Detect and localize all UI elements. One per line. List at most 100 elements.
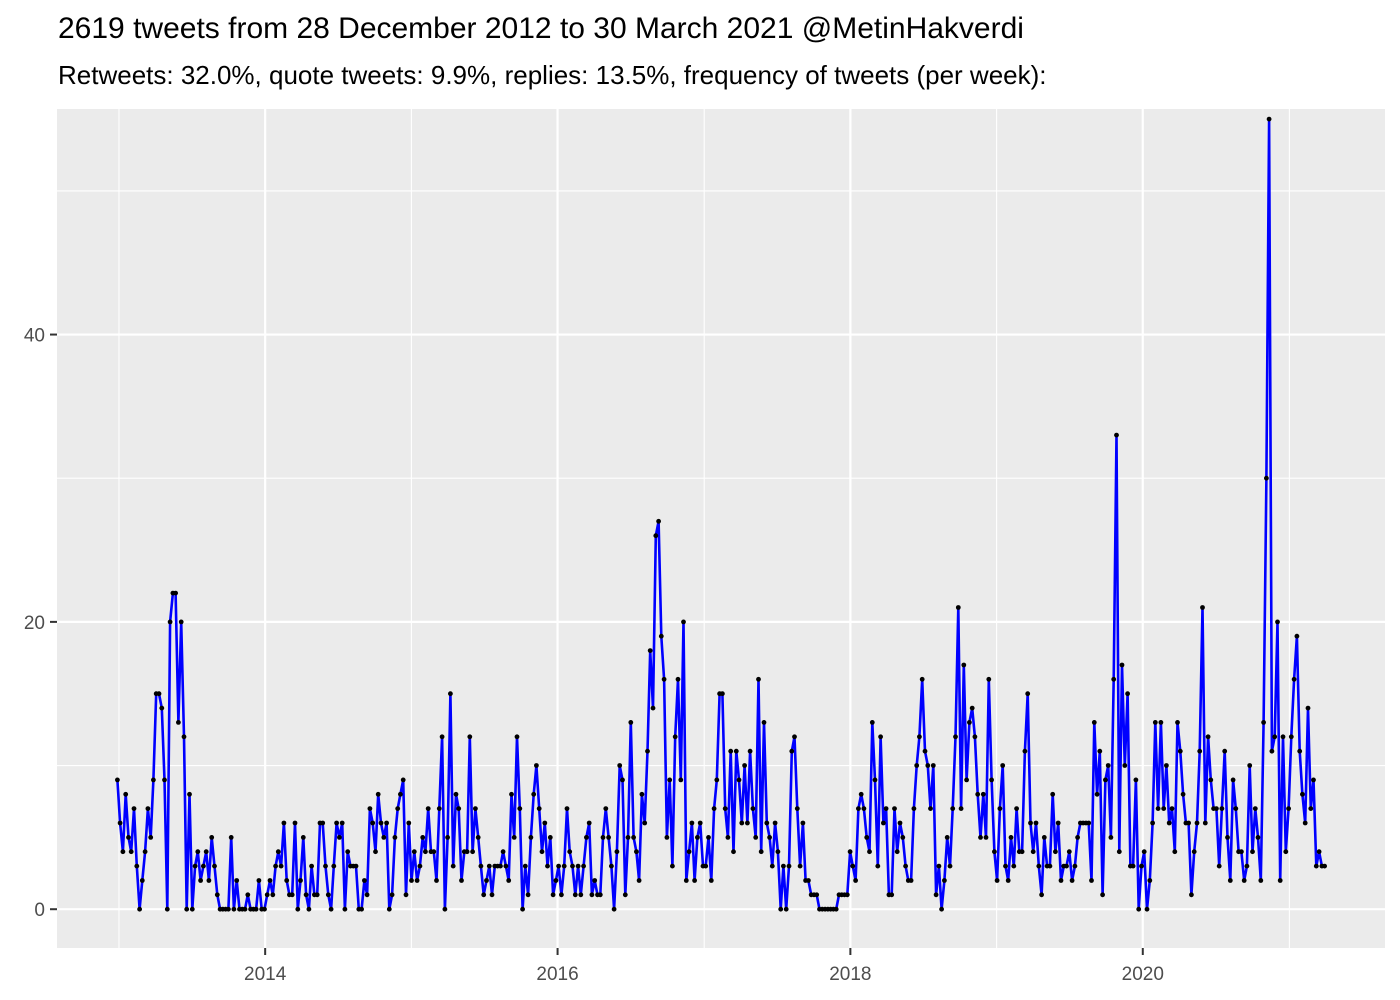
- data-point: [128, 849, 134, 855]
- data-point: [919, 676, 925, 682]
- data-point: [867, 849, 872, 855]
- data-point: [1119, 662, 1125, 668]
- data-point: [534, 763, 539, 768]
- data-point: [1277, 878, 1283, 883]
- data-point: [295, 906, 301, 912]
- data-point: [1114, 432, 1119, 438]
- data-point: [1166, 820, 1172, 826]
- data-point: [375, 791, 381, 797]
- data-point: [209, 835, 215, 840]
- data-point: [151, 777, 156, 783]
- data-point: [214, 892, 220, 898]
- data-point: [212, 863, 217, 869]
- data-point: [198, 878, 204, 883]
- data-point: [275, 849, 281, 855]
- data-point: [614, 849, 620, 855]
- data-point: [1305, 705, 1311, 711]
- data-point: [911, 806, 917, 811]
- data-point: [681, 619, 686, 625]
- data-point: [664, 835, 670, 840]
- data-point: [592, 878, 598, 883]
- data-point: [167, 619, 173, 625]
- data-point: [667, 777, 673, 783]
- data-point: [278, 863, 284, 869]
- data-point: [509, 791, 514, 797]
- data-point: [1302, 820, 1308, 826]
- data-point: [714, 777, 720, 783]
- data-point: [947, 863, 953, 869]
- data-point: [228, 835, 234, 840]
- data-point: [989, 777, 994, 783]
- data-point: [262, 906, 267, 912]
- data-point: [578, 892, 584, 898]
- data-point: [678, 777, 684, 783]
- data-point: [1177, 748, 1183, 754]
- data-point: [195, 849, 201, 855]
- data-point: [1000, 763, 1006, 768]
- data-point: [559, 892, 564, 898]
- data-point: [309, 863, 314, 869]
- data-point: [933, 892, 939, 898]
- data-point: [406, 820, 412, 826]
- data-point: [264, 892, 270, 898]
- data-point: [986, 676, 992, 682]
- data-point: [1008, 835, 1014, 840]
- data-point: [1264, 475, 1269, 481]
- data-point: [284, 878, 290, 883]
- data-point: [600, 835, 606, 840]
- data-point: [411, 849, 417, 855]
- data-point: [439, 734, 445, 740]
- data-point: [442, 906, 448, 912]
- data-point: [625, 835, 631, 840]
- data-point: [345, 849, 351, 855]
- data-point: [856, 806, 861, 811]
- data-point: [772, 820, 778, 826]
- data-point: [955, 605, 961, 610]
- data-point: [1186, 820, 1191, 826]
- data-point: [658, 633, 664, 639]
- data-point: [692, 878, 697, 883]
- data-point: [894, 849, 900, 855]
- data-point: [603, 806, 609, 811]
- data-point: [1022, 748, 1028, 754]
- data-point: [389, 892, 395, 898]
- data-point: [1091, 720, 1097, 725]
- data-point: [370, 820, 376, 826]
- data-point: [464, 849, 470, 855]
- data-point: [1011, 863, 1017, 869]
- data-point: [733, 748, 739, 754]
- data-point: [323, 863, 328, 869]
- data-point: [1222, 748, 1228, 754]
- data-point: [1086, 820, 1092, 826]
- data-point: [917, 734, 922, 740]
- data-point: [1252, 806, 1258, 811]
- data-point: [750, 806, 756, 811]
- data-point: [1297, 748, 1303, 754]
- data-point: [156, 691, 162, 697]
- data-point: [675, 676, 681, 682]
- data-point: [814, 892, 820, 898]
- data-point: [342, 906, 348, 912]
- data-point: [145, 806, 151, 811]
- data-point: [1122, 763, 1128, 768]
- data-point: [1233, 806, 1239, 811]
- data-point: [792, 734, 797, 740]
- data-point: [331, 863, 337, 869]
- data-point: [584, 835, 589, 840]
- data-point: [542, 820, 548, 826]
- data-point: [975, 791, 981, 797]
- data-point: [769, 863, 775, 869]
- major-gridlines: [57, 109, 1385, 948]
- data-point: [506, 878, 512, 883]
- data-point: [1164, 763, 1169, 768]
- data-point: [1155, 806, 1161, 811]
- data-point: [806, 878, 811, 883]
- data-point: [475, 835, 481, 840]
- data-point: [453, 791, 459, 797]
- data-point: [581, 863, 586, 869]
- data-point: [575, 863, 581, 869]
- data-point: [634, 849, 639, 855]
- data-point: [953, 734, 958, 740]
- data-point: [670, 863, 675, 869]
- data-point: [936, 863, 942, 869]
